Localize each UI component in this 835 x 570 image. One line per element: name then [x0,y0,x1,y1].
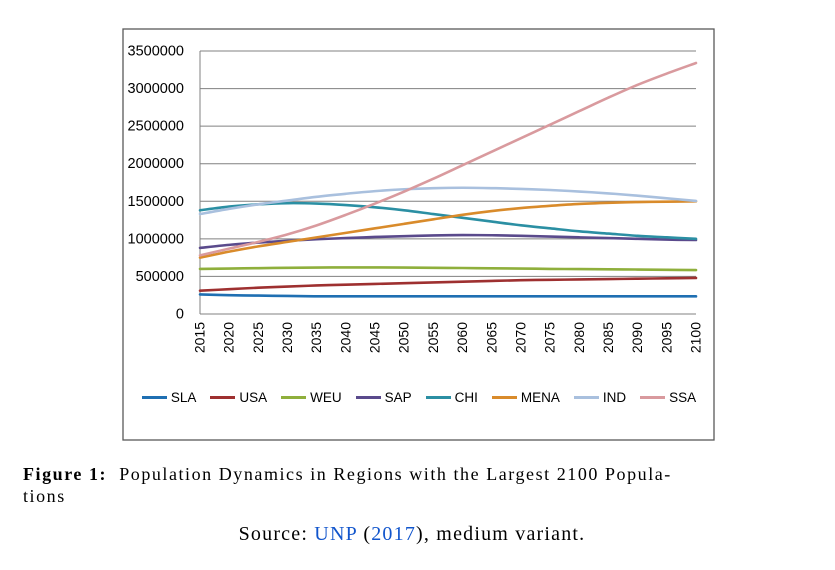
svg-text:2030: 2030 [279,322,295,353]
svg-text:2000000: 2000000 [128,156,184,172]
svg-text:2085: 2085 [600,322,616,353]
svg-text:2015: 2015 [192,322,208,353]
svg-text:2035: 2035 [308,322,324,353]
svg-text:2090: 2090 [629,322,645,353]
svg-text:500000: 500000 [136,269,184,285]
svg-text:2065: 2065 [483,322,499,353]
svg-text:2025: 2025 [250,322,266,353]
svg-text:2080: 2080 [571,322,587,353]
svg-text:2045: 2045 [367,322,383,353]
svg-text:2070: 2070 [512,322,528,353]
svg-text:2500000: 2500000 [128,119,184,135]
svg-text:1500000: 1500000 [128,194,184,210]
svg-text:2100: 2100 [688,322,704,353]
svg-text:2050: 2050 [396,322,412,353]
svg-text:3500000: 3500000 [128,44,184,60]
svg-text:2060: 2060 [454,322,470,353]
svg-text:2075: 2075 [542,322,558,353]
svg-text:1000000: 1000000 [128,231,184,247]
svg-text:2095: 2095 [658,322,674,353]
svg-text:0: 0 [176,307,184,323]
svg-text:2040: 2040 [337,322,353,353]
svg-text:2055: 2055 [425,322,441,353]
svg-text:3000000: 3000000 [128,81,184,97]
svg-text:2020: 2020 [221,322,237,353]
